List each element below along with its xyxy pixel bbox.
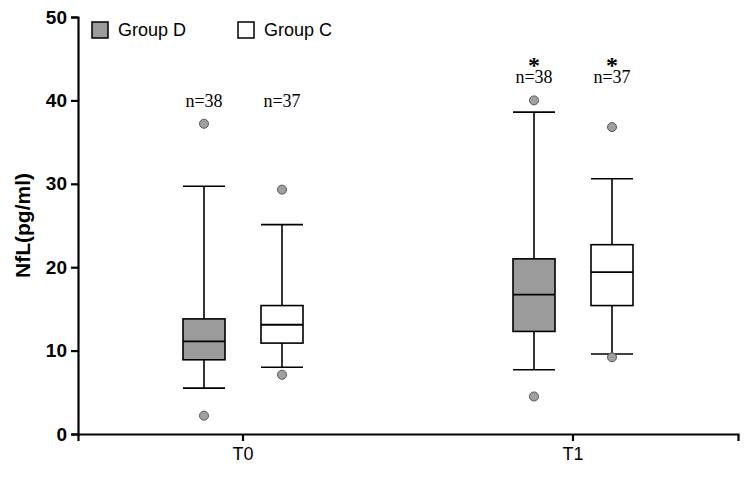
upper-cap — [183, 186, 225, 188]
outlier — [200, 411, 209, 420]
y-axis-line — [71, 18, 79, 435]
x-tick: T0 — [232, 434, 253, 464]
upper-cap — [513, 111, 555, 113]
lower-cap — [261, 366, 303, 368]
y-tick-mark — [71, 16, 78, 18]
box-body — [261, 306, 303, 344]
x-tick: T1 — [562, 434, 583, 464]
annotation: * — [606, 52, 618, 78]
annotation: n=38 — [185, 91, 222, 111]
box-body — [591, 245, 633, 306]
box — [183, 119, 225, 420]
y-tick-mark — [71, 433, 78, 435]
x-tick-label: T0 — [232, 444, 253, 464]
lower-cap — [183, 387, 225, 389]
outlier — [278, 185, 287, 194]
y-tick: 40 — [46, 90, 78, 111]
outlier — [608, 353, 617, 362]
annotation: * — [528, 52, 540, 78]
plot-area: 01020304050T0T1n=38n=37n=38*n=37* — [46, 7, 739, 465]
median-line — [513, 294, 555, 296]
box — [261, 185, 303, 379]
y-tick: 10 — [46, 340, 78, 361]
y-tick: 20 — [46, 257, 78, 278]
boxes — [183, 96, 633, 420]
y-tick-label: 50 — [46, 7, 67, 28]
upper-whisker — [611, 179, 613, 245]
lower-whisker — [203, 360, 205, 388]
y-tick-mark — [71, 100, 78, 102]
x-tick-label: T1 — [562, 444, 583, 464]
outlier — [608, 123, 617, 132]
legend-swatch — [92, 22, 108, 38]
y-tick-label: 10 — [46, 340, 67, 361]
outlier — [200, 119, 209, 128]
y-tick: 50 — [46, 7, 78, 28]
median-line — [591, 271, 633, 273]
outlier — [278, 370, 287, 379]
annotations: n=38n=37n=38*n=37* — [185, 52, 630, 110]
box-body — [183, 319, 225, 360]
legend-label: Group C — [264, 20, 332, 40]
y-axis: 0 10 20 30 40 50 — [46, 7, 79, 445]
y-tick-label: 0 — [56, 424, 67, 445]
legend-swatch — [238, 22, 254, 38]
box-body — [513, 259, 555, 332]
y-tick-label: 20 — [46, 257, 67, 278]
x-tick-mark — [242, 434, 244, 441]
y-tick-mark — [71, 350, 78, 352]
upper-cap — [591, 178, 633, 180]
y-tick-mark — [71, 267, 78, 269]
annotation: n=37 — [263, 91, 300, 111]
lower-cap — [513, 369, 555, 371]
box — [513, 96, 555, 401]
x-axis-line — [79, 435, 739, 442]
median-line — [261, 324, 303, 326]
x-tick-mark — [572, 434, 574, 441]
chart: 01020304050T0T1n=38n=37n=38*n=37*NfL(pg/… — [0, 0, 750, 478]
upper-whisker — [281, 225, 283, 306]
y-axis-title: NfL(pg/ml) — [11, 173, 34, 278]
lower-whisker — [533, 331, 535, 369]
outlier — [530, 96, 539, 105]
outlier — [530, 392, 539, 401]
y-tick-label: 30 — [46, 173, 67, 194]
median-line — [183, 341, 225, 343]
y-tick-mark — [71, 183, 78, 185]
lower-whisker — [611, 306, 613, 354]
upper-cap — [261, 224, 303, 226]
x-axis: T0 T1 — [79, 434, 739, 464]
y-tick: 0 — [56, 424, 78, 445]
upper-whisker — [203, 186, 205, 319]
box — [591, 123, 633, 362]
legend: Group D Group C — [92, 20, 332, 40]
y-tick-label: 40 — [46, 90, 67, 111]
y-tick: 30 — [46, 173, 78, 194]
upper-whisker — [533, 112, 535, 259]
legend-label: Group D — [118, 20, 186, 40]
lower-whisker — [281, 343, 283, 367]
